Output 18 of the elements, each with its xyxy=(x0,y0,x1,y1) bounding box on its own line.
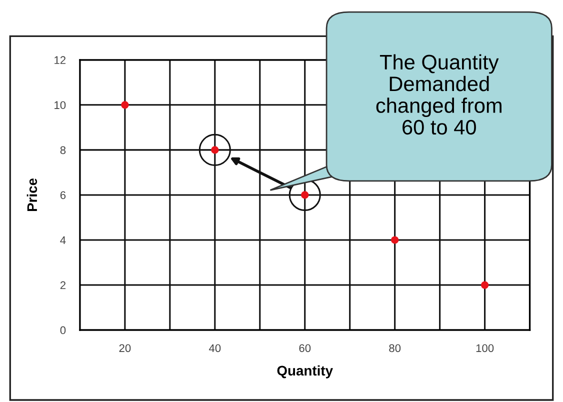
x-tick-label: 80 xyxy=(389,344,401,352)
y-tick-label: 0 xyxy=(60,326,66,334)
point xyxy=(480,281,489,289)
x-axis-title: Quantity xyxy=(277,365,333,378)
y-axis-title: Price xyxy=(26,178,38,212)
x-tick-label: 40 xyxy=(208,344,221,352)
annotation: The Quantity Demanded changed from 60 to 40 xyxy=(376,54,502,135)
y-tick-label: 10 xyxy=(54,101,66,110)
point xyxy=(121,101,129,109)
x-tick-label: 100 xyxy=(476,344,494,352)
y-tick-label: 8 xyxy=(60,146,66,154)
x-tick-label: 20 xyxy=(119,344,131,352)
y-tick-label: 12 xyxy=(54,56,66,64)
y-tick-label: 4 xyxy=(60,236,66,244)
y-tick-label: 2 xyxy=(60,281,66,290)
y-tick-label: 6 xyxy=(60,191,66,200)
x-tick-label: 60 xyxy=(299,344,311,352)
point xyxy=(391,236,399,244)
